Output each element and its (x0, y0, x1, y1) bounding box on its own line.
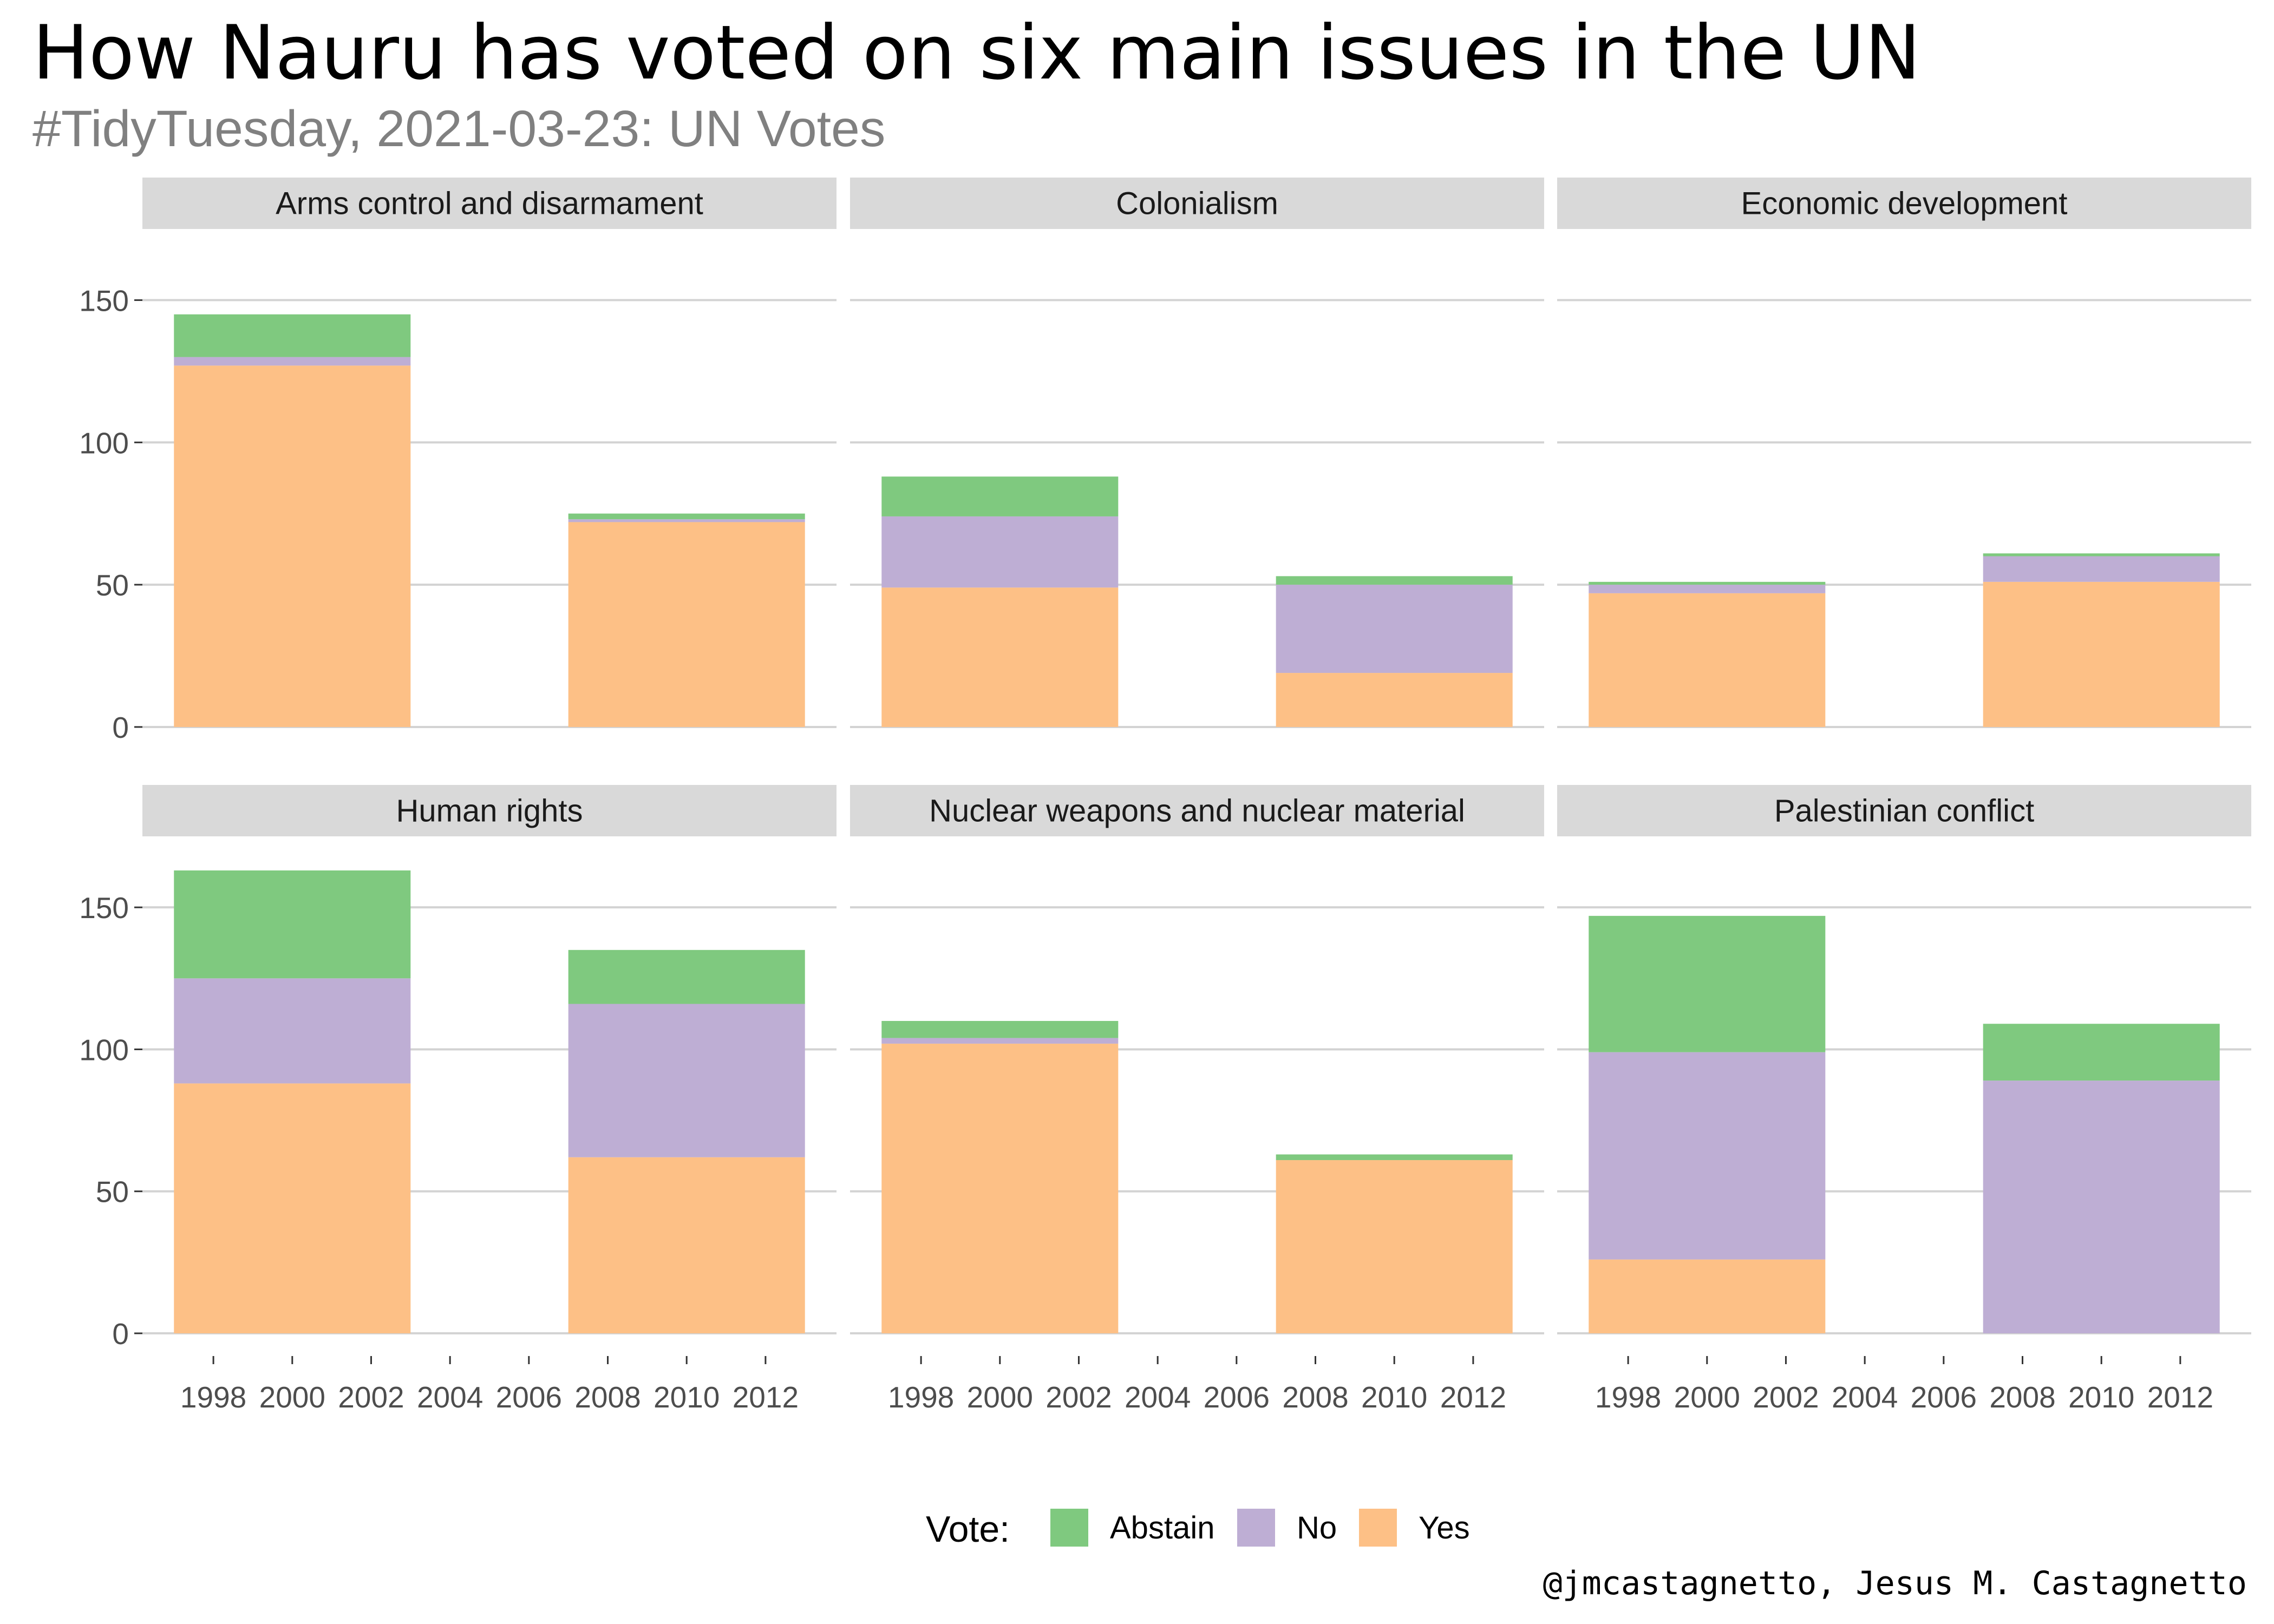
facet-panel: Arms control and disarmament 0 50 100 150 (79, 178, 837, 744)
x-tick-label: 2010 (1361, 1380, 1427, 1414)
x-tick-label: 2002 (1753, 1380, 1819, 1414)
facet-panel: Colonialism (850, 178, 1544, 728)
bar-segment-yes (1589, 1259, 1826, 1334)
bar-segment-abstain (568, 513, 805, 520)
facet-panel: Economic development (1557, 178, 2251, 728)
legend-swatch-yes (1359, 1509, 1397, 1547)
facet-strip (142, 785, 837, 836)
y-tick-label: 50 (96, 1175, 129, 1209)
bar-segment-yes (174, 365, 411, 727)
facet-panels: Arms control and disarmament 0 50 100 150 Col… (79, 178, 2251, 1414)
chart-subtitle: #TidyTuesday, 2021-03-23: UN Votes (32, 100, 885, 158)
x-tick-label: 2002 (338, 1380, 404, 1414)
bar-segment-yes (881, 1043, 1119, 1334)
bar-segment-yes (174, 1083, 411, 1334)
bar-segment-no (1589, 585, 1826, 593)
bar-segment-yes (1589, 593, 1826, 727)
bar-segment-yes (881, 587, 1119, 727)
chart-caption: @jmcastagnetto, Jesus M. Castagnetto (1543, 1564, 2247, 1602)
y-tick-label: 0 (112, 1317, 129, 1351)
x-tick-label: 2006 (1911, 1380, 1977, 1414)
x-tick-label: 2012 (2147, 1380, 2213, 1414)
facet-panel: Human rights 0 50 100 150 1998 2000 2002 2004 200… (79, 785, 837, 1414)
facet-label: Nuclear weapons and nuclear material (929, 794, 1465, 829)
x-tick-label: 2000 (967, 1380, 1033, 1414)
facet-strip (142, 178, 837, 229)
facet-label: Palestinian conflict (1774, 794, 2034, 829)
facet-strip (850, 178, 1544, 229)
x-tick-label: 1998 (1595, 1380, 1661, 1414)
bar-segment-no (1276, 585, 1513, 673)
bar-segment-abstain (1983, 1024, 2220, 1081)
legend-label: No (1297, 1510, 1337, 1546)
legend-swatch-no (1237, 1509, 1275, 1547)
bar-segment-yes (1983, 581, 2220, 727)
bar-segment-abstain (174, 870, 411, 979)
x-tick-label: 1998 (180, 1380, 246, 1414)
bar-segment-abstain (1276, 576, 1513, 585)
x-tick-label: 2004 (417, 1380, 483, 1414)
bar-segment-yes (568, 1157, 805, 1334)
bar-segment-no (568, 1004, 805, 1157)
legend-swatch-abstain (1050, 1509, 1088, 1547)
bar-segment-no (1589, 1052, 1826, 1260)
bar-segment-abstain (1589, 581, 1826, 585)
chart-title: How Nauru has voted on six main issues i… (32, 9, 1920, 96)
bar-segment-abstain (568, 949, 805, 1004)
x-tick-label: 2012 (733, 1380, 799, 1414)
y-tick-label: 100 (79, 426, 129, 460)
facet-strip (850, 785, 1544, 836)
bar-segment-abstain (881, 1020, 1119, 1038)
bar-segment-abstain (1276, 1154, 1513, 1161)
x-tick-label: 2010 (654, 1380, 720, 1414)
x-tick-label: 2000 (259, 1380, 325, 1414)
bar-segment-no (881, 1038, 1119, 1044)
bar-segment-no (174, 357, 411, 366)
bar-segment-abstain (174, 314, 411, 357)
y-tick-label: 150 (79, 891, 129, 925)
y-tick-label: 50 (96, 568, 129, 602)
x-tick-label: 2008 (1282, 1380, 1348, 1414)
x-tick-label: 2008 (574, 1380, 641, 1414)
y-tick-label: 0 (112, 711, 129, 744)
x-tick-label: 2006 (496, 1380, 562, 1414)
legend-label: Abstain (1110, 1510, 1214, 1546)
facet-strip (1557, 785, 2251, 836)
bar-segment-no (1983, 1081, 2220, 1334)
facet-label: Human rights (396, 794, 583, 829)
bar-segment-no (1983, 556, 2220, 582)
facet-label: Arms control and disarmament (276, 186, 703, 221)
x-tick-label: 2006 (1204, 1380, 1270, 1414)
x-tick-label: 2012 (1440, 1380, 1506, 1414)
bar-segment-abstain (881, 476, 1119, 516)
facet-panel: Palestinian conflict 1998 2000 2002 2004 2006… (1557, 785, 2251, 1414)
bar-segment-yes (1276, 673, 1513, 727)
x-tick-label: 1998 (888, 1380, 954, 1414)
legend-label: Yes (1419, 1510, 1470, 1546)
x-tick-label: 2000 (1674, 1380, 1740, 1414)
bar-segment-no (568, 519, 805, 522)
x-tick-label: 2002 (1045, 1380, 1112, 1414)
facet-strip (1557, 178, 2251, 229)
bar-segment-abstain (1589, 915, 1826, 1052)
bar-segment-yes (1276, 1160, 1513, 1334)
bar-segment-yes (568, 522, 805, 727)
facet-label: Colonialism (1116, 186, 1278, 221)
y-tick-label: 150 (79, 284, 129, 317)
x-tick-label: 2004 (1832, 1380, 1898, 1414)
bar-segment-no (174, 978, 411, 1084)
x-tick-label: 2004 (1125, 1380, 1191, 1414)
bar-segment-abstain (1983, 553, 2220, 556)
x-tick-label: 2010 (2068, 1380, 2134, 1414)
x-tick-label: 2008 (1989, 1380, 2055, 1414)
legend-title: Vote: (926, 1509, 1010, 1550)
bar-segment-no (881, 516, 1119, 588)
y-tick-label: 100 (79, 1033, 129, 1066)
legend: Vote: Abstain No Yes (926, 1509, 1470, 1550)
facet-panel: Nuclear weapons and nuclear material 1998… (850, 785, 1544, 1414)
facet-label: Economic development (1741, 186, 2068, 221)
